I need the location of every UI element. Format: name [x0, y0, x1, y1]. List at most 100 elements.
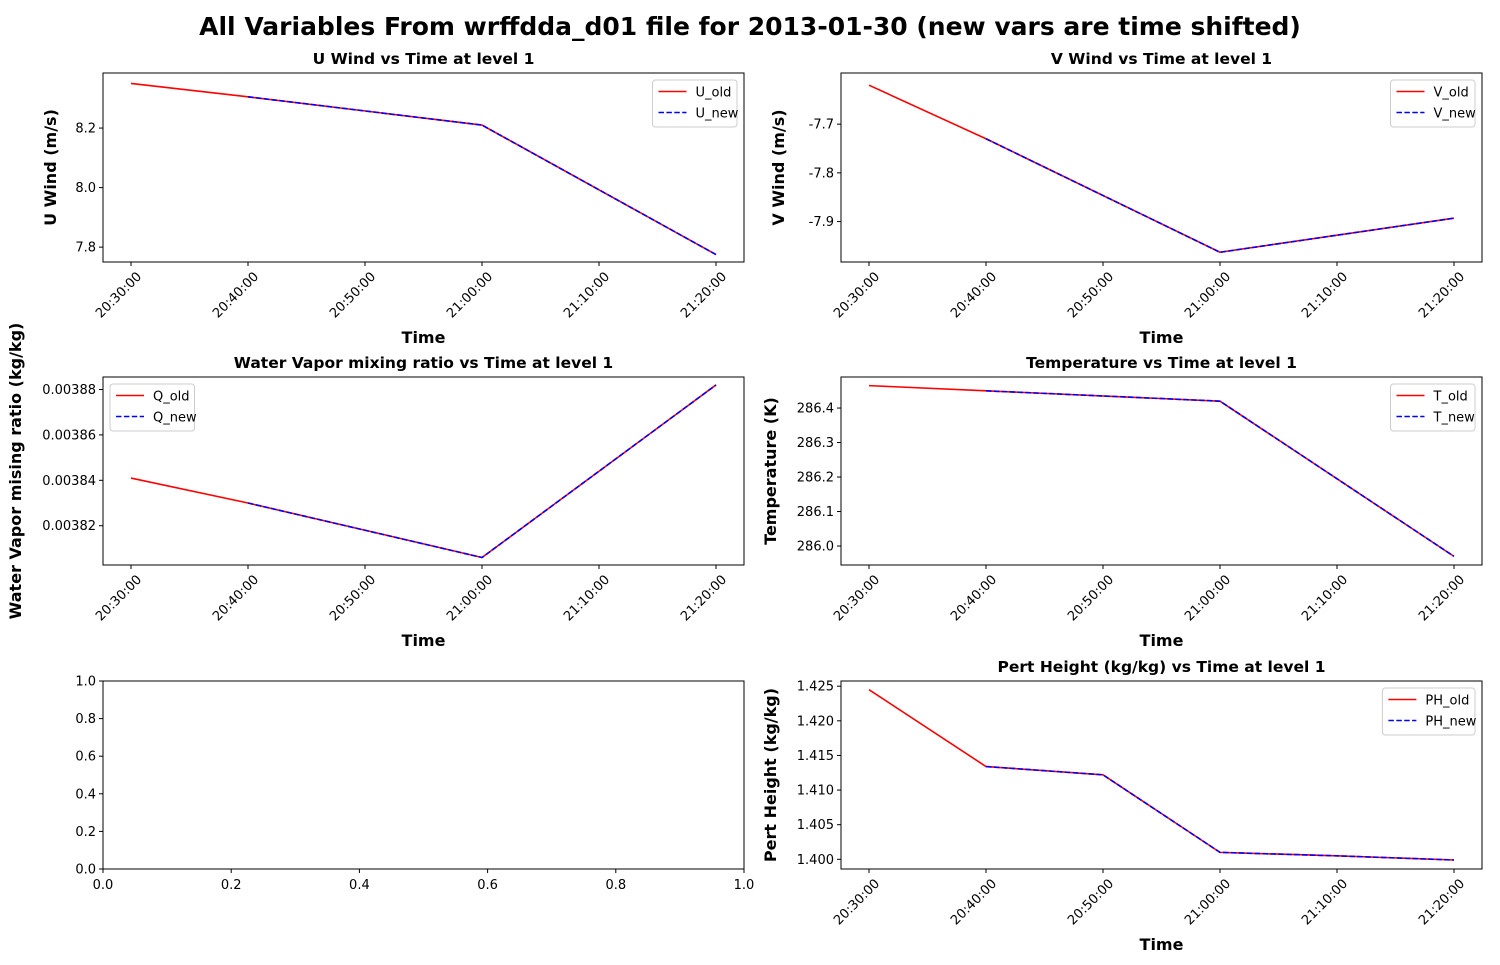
x-axis-title: Time	[402, 328, 446, 347]
x-tick-label: 20:30:00	[93, 269, 145, 321]
y-tick-label: 0.8	[75, 712, 96, 727]
x-tick-label: 21:10:00	[561, 269, 613, 321]
x-tick-label: 0.0	[93, 878, 114, 893]
series-line-T_old	[868, 384, 1455, 558]
x-tick-label: 0.4	[349, 878, 370, 893]
y-tick-label: 1.425	[797, 680, 834, 695]
y-axis-title: Temperature (K)	[761, 397, 780, 545]
x-tick-label: 20:50:00	[1065, 269, 1117, 321]
legend-label-T_old: T_old	[1433, 390, 1468, 405]
figure-title: All Variables From wrffdda_d01 file for …	[199, 12, 1301, 41]
series-line-T_new	[985, 390, 1455, 558]
legend-label-PH_old: PH_old	[1425, 694, 1469, 709]
x-tick-label: 20:30:00	[93, 572, 145, 624]
legend: PH_old PH_new	[1381, 687, 1477, 736]
legend-label-T_new: T_new	[1433, 411, 1476, 426]
y-tick-label: 286.1	[797, 505, 834, 520]
x-tick-label: 21:10:00	[1299, 876, 1351, 928]
y-tick-label: 1.415	[797, 749, 834, 764]
y-tick-label: 0.0	[75, 863, 96, 878]
y-tick-label: 1.400	[797, 853, 834, 868]
y-axis-title: V Wind (m/s)	[769, 109, 788, 225]
series-line-U_new	[247, 96, 717, 256]
axes-frame	[840, 376, 1483, 566]
y-tick-label: -7.7	[809, 118, 834, 133]
axes-frame	[840, 680, 1483, 870]
y-tick-label: 1.410	[797, 784, 834, 799]
axes-frame	[840, 72, 1483, 263]
y-tick-label: 0.4	[75, 787, 96, 802]
x-tick-label: 21:20:00	[678, 269, 730, 321]
y-axis-title: Water Vapor mising ratio (kg/kg)	[6, 323, 25, 620]
legend-label-V_new: V_new	[1434, 107, 1477, 122]
axes-frame	[102, 72, 745, 263]
y-tick-label: 286.3	[797, 436, 834, 451]
series-line-Q_new	[247, 384, 717, 559]
series-line-V_old	[868, 84, 1455, 254]
x-tick-label: 20:40:00	[948, 876, 1000, 928]
y-tick-label: 0.6	[75, 750, 96, 765]
subplot-title: Pert Height (kg/kg) vs Time at level 1	[998, 658, 1326, 676]
x-tick-label: 20:40:00	[210, 269, 262, 321]
x-tick-label: 21:00:00	[1182, 572, 1234, 624]
legend-label-PH_new: PH_new	[1425, 715, 1476, 730]
y-tick-label: 0.00384	[42, 474, 96, 489]
x-tick-label: 0.8	[605, 878, 626, 893]
y-tick-label: -7.8	[809, 166, 834, 181]
x-tick-label: 21:10:00	[561, 572, 613, 624]
y-tick-label: 286.2	[797, 471, 834, 486]
subplot-title: V Wind vs Time at level 1	[1051, 50, 1272, 68]
legend-label-Q_new: Q_new	[153, 411, 197, 426]
x-tick-label: 21:00:00	[444, 269, 496, 321]
y-tick-label: 7.8	[75, 241, 96, 256]
subplot-ph: Pert Height (kg/kg) vs Time at level 1 1.…	[761, 658, 1483, 954]
x-axis-title: Time	[402, 631, 446, 650]
subplot-title: U Wind vs Time at level 1	[313, 50, 535, 68]
legend: U_old U_new	[652, 79, 739, 128]
x-tick-label: 20:50:00	[327, 572, 379, 624]
x-tick-label: 20:30:00	[831, 572, 883, 624]
subplot-q: Water Vapor mixing ratio vs Time at leve…	[6, 323, 745, 650]
x-tick-label: 21:20:00	[678, 572, 730, 624]
y-axis-title: U Wind (m/s)	[41, 109, 60, 226]
x-tick-label: 20:30:00	[831, 269, 883, 321]
x-tick-label: 21:00:00	[444, 572, 496, 624]
y-tick-label: 1.420	[797, 714, 834, 729]
subplot-empty: 0.0 0.2 0.4 0.6 0.8 1.0 0.0 0.2 0.4 0.6 0.8 1.0	[75, 675, 754, 894]
y-tick-label: 8.2	[75, 122, 96, 137]
subplot-title: Temperature vs Time at level 1	[1026, 354, 1297, 372]
x-tick-label: 21:10:00	[1299, 572, 1351, 624]
subplot-title: Water Vapor mixing ratio vs Time at leve…	[234, 354, 613, 372]
y-tick-label: 286.4	[797, 402, 834, 417]
x-tick-label: 20:50:00	[327, 269, 379, 321]
axes-frame	[102, 680, 745, 870]
legend-label-V_old: V_old	[1434, 86, 1469, 101]
y-tick-label: -7.9	[809, 215, 834, 230]
y-tick-label: 0.00388	[42, 383, 96, 398]
x-axis-title: Time	[1140, 935, 1184, 954]
series-line-U_old	[130, 82, 717, 256]
x-tick-label: 20:30:00	[831, 876, 883, 928]
series-line-PH_old	[868, 688, 1455, 861]
y-tick-label: 286.0	[797, 540, 834, 555]
x-tick-label: 20:40:00	[948, 269, 1000, 321]
subplot-u: U Wind vs Time at level 1 7.8 8.0 8.2 20:30:…	[41, 50, 745, 347]
legend-label-Q_old: Q_old	[153, 390, 190, 405]
x-tick-label: 0.6	[477, 878, 498, 893]
x-axis-title: Time	[1140, 328, 1184, 347]
series-line-PH_new	[985, 765, 1455, 861]
y-tick-label: 1.0	[75, 675, 96, 690]
y-tick-label: 0.00386	[42, 428, 96, 443]
x-tick-label: 20:40:00	[210, 572, 262, 624]
x-tick-label: 20:40:00	[948, 572, 1000, 624]
y-tick-label: 0.2	[75, 825, 96, 840]
x-tick-label: 0.2	[221, 878, 242, 893]
x-axis-title: Time	[1140, 631, 1184, 650]
legend: T_old T_new	[1390, 383, 1476, 432]
series-line-V_new	[985, 138, 1455, 254]
x-tick-label: 21:00:00	[1182, 876, 1234, 928]
legend: Q_old Q_new	[109, 383, 197, 432]
x-tick-label: 21:10:00	[1299, 269, 1351, 321]
legend-label-U_new: U_new	[696, 107, 739, 122]
